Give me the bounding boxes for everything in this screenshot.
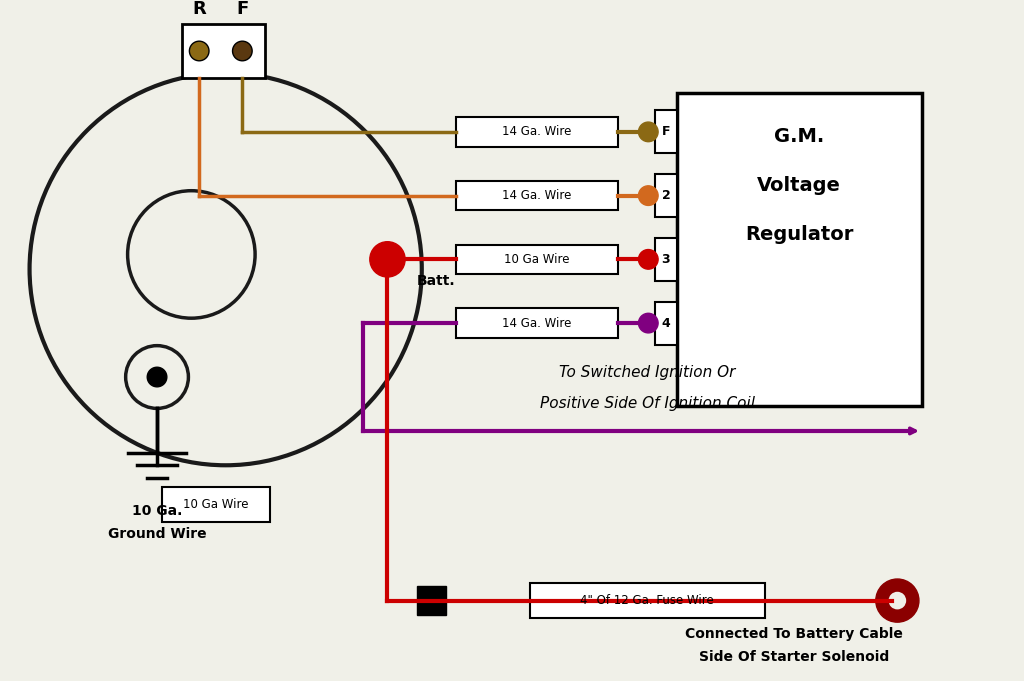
Circle shape: [876, 579, 919, 622]
Bar: [655, 238, 677, 281]
Text: Positive Side Of Ignition Coil: Positive Side Of Ignition Coil: [540, 396, 755, 411]
Text: Voltage: Voltage: [758, 176, 842, 195]
Bar: [456, 181, 617, 210]
Circle shape: [147, 367, 167, 387]
Circle shape: [639, 313, 658, 333]
Circle shape: [189, 41, 209, 61]
Text: F: F: [662, 125, 670, 138]
Text: 14 Ga. Wire: 14 Ga. Wire: [503, 125, 571, 138]
Bar: [456, 244, 617, 274]
Circle shape: [232, 41, 252, 61]
Bar: [677, 93, 922, 407]
Text: R: R: [193, 0, 206, 18]
Circle shape: [639, 186, 658, 206]
Text: 10 Ga Wire: 10 Ga Wire: [183, 498, 249, 511]
Text: Regulator: Regulator: [745, 225, 853, 244]
Text: 14 Ga. Wire: 14 Ga. Wire: [503, 317, 571, 330]
Bar: [655, 174, 677, 217]
Text: Side Of Starter Solenoid: Side Of Starter Solenoid: [699, 650, 890, 665]
Text: Ground Wire: Ground Wire: [108, 527, 207, 541]
Text: 14 Ga. Wire: 14 Ga. Wire: [503, 189, 571, 202]
Bar: [655, 110, 677, 153]
Text: Batt.: Batt.: [417, 274, 456, 288]
Bar: [181, 24, 265, 78]
Bar: [529, 583, 765, 618]
Text: 10 Ga.: 10 Ga.: [132, 505, 182, 518]
Text: To Switched Ignition Or: To Switched Ignition Or: [559, 365, 735, 380]
Bar: [417, 586, 446, 616]
Circle shape: [639, 249, 658, 269]
Bar: [456, 308, 617, 338]
Text: G.M.: G.M.: [774, 127, 824, 146]
Text: 4" Of 12 Ga. Fuse Wire: 4" Of 12 Ga. Fuse Wire: [581, 594, 714, 607]
Text: 4: 4: [662, 317, 671, 330]
Circle shape: [889, 592, 906, 609]
Bar: [655, 302, 677, 345]
Circle shape: [370, 242, 406, 277]
Text: 2: 2: [662, 189, 671, 202]
Text: 3: 3: [662, 253, 671, 266]
Bar: [162, 487, 269, 522]
Circle shape: [639, 122, 658, 142]
Text: F: F: [237, 0, 249, 18]
Text: 10 Ga Wire: 10 Ga Wire: [504, 253, 569, 266]
Text: Connected To Battery Cable: Connected To Battery Cable: [685, 627, 903, 641]
Bar: [456, 117, 617, 146]
